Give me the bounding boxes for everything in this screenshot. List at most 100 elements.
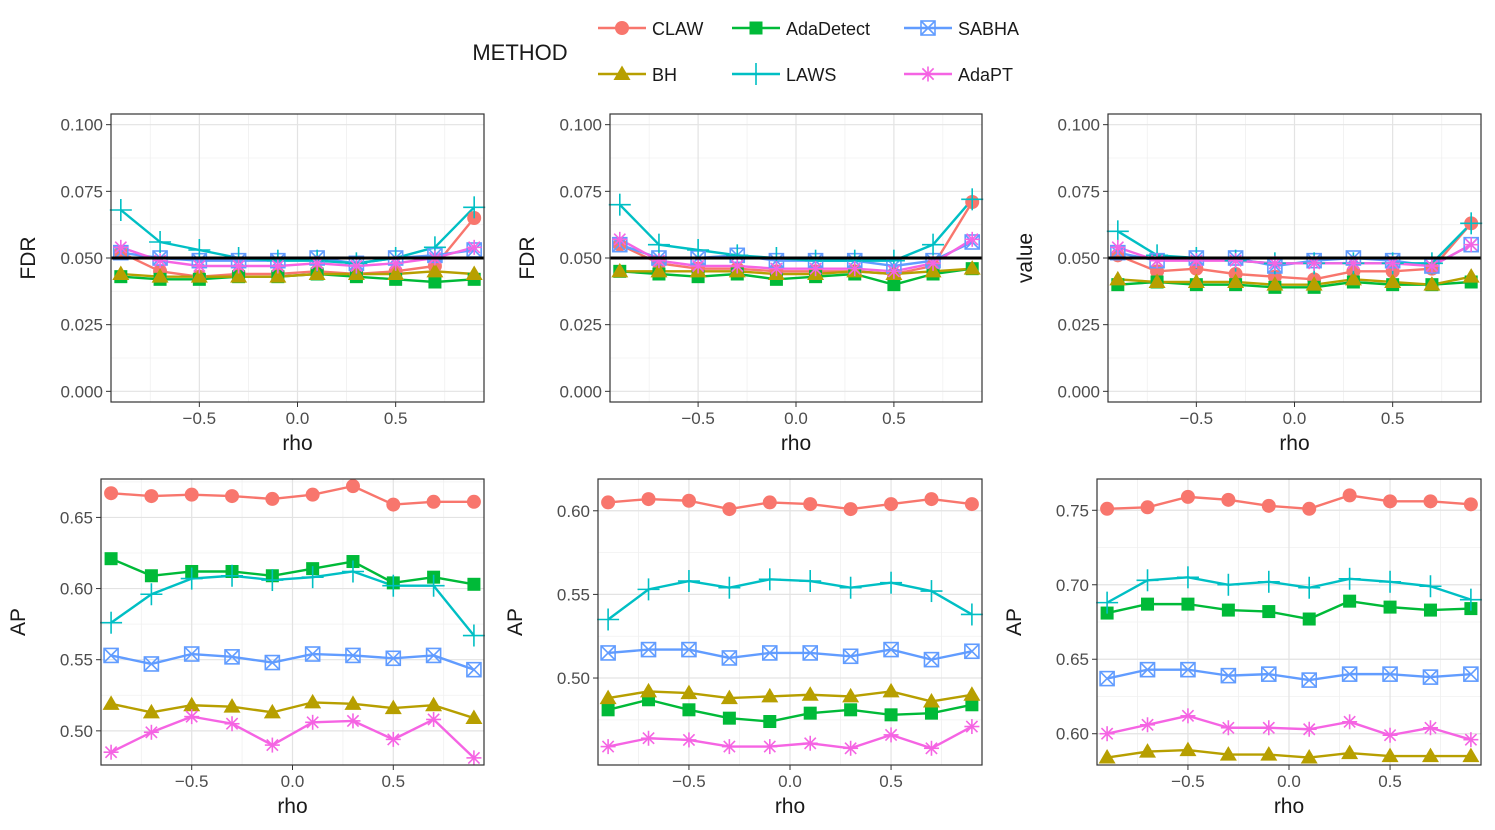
data-point-laws bbox=[1217, 573, 1240, 596]
data-point-claw bbox=[601, 495, 616, 510]
data-point-bh bbox=[304, 693, 322, 709]
legend-key-claw bbox=[598, 21, 646, 35]
data-point-claw bbox=[843, 502, 858, 517]
data-point-laws bbox=[718, 576, 741, 599]
data-point-bh bbox=[1421, 747, 1439, 763]
series-points-sabha bbox=[600, 641, 980, 668]
data-point-adapt bbox=[224, 716, 240, 732]
y-tick-label: 0.60 bbox=[1056, 725, 1089, 744]
data-point-claw bbox=[924, 492, 939, 507]
series-line-sabha bbox=[1106, 668, 1471, 682]
series-line-adadetect bbox=[1106, 599, 1471, 621]
data-point-laws bbox=[597, 608, 620, 631]
data-point-bh bbox=[599, 689, 617, 705]
data-point-bh bbox=[1139, 743, 1157, 758]
y-tick-label: 0.100 bbox=[559, 116, 602, 135]
panel-6: 0.60 0.65 0.70 0.75 −0.5 0.0 0.5 rho AP bbox=[1003, 478, 1482, 818]
legend-key-sabha bbox=[904, 20, 952, 36]
data-point-bh bbox=[142, 703, 160, 719]
x-tick-label: −0.5 bbox=[183, 409, 217, 428]
y-tick-label: 0.100 bbox=[60, 116, 103, 135]
x-tick-label: 0.5 bbox=[384, 409, 408, 428]
series-points-adapt bbox=[600, 719, 980, 756]
x-tick-label: 0.0 bbox=[286, 409, 310, 428]
data-point-adapt bbox=[309, 255, 325, 271]
data-point-laws bbox=[462, 624, 485, 647]
x-tick-label: −0.5 bbox=[681, 409, 715, 428]
data-point-claw bbox=[1261, 498, 1276, 513]
data-point-adapt bbox=[1345, 255, 1361, 271]
data-point-laws bbox=[839, 576, 862, 599]
data-point-claw bbox=[345, 479, 360, 494]
data-point-adadetect bbox=[1343, 594, 1357, 608]
y-tick-label: 0.025 bbox=[1057, 316, 1100, 335]
data-point-sabha bbox=[761, 645, 778, 661]
data-point-bh bbox=[1227, 273, 1245, 288]
legend-marker-laws bbox=[745, 63, 767, 85]
panel-4: 0.50 0.55 0.60 0.65 −0.5 0.0 0.5 rho AP bbox=[7, 478, 485, 818]
y-tick-label: 0.55 bbox=[557, 585, 590, 604]
data-point-adapt bbox=[1422, 720, 1438, 736]
y-tick-label: 0.70 bbox=[1056, 576, 1089, 595]
series-points-bh bbox=[599, 682, 981, 708]
data-point-laws bbox=[1338, 567, 1361, 590]
data-point-adadetect bbox=[601, 703, 615, 717]
series-points-laws bbox=[100, 560, 485, 647]
data-point-sabha bbox=[304, 646, 321, 662]
data-point-bh bbox=[344, 695, 362, 710]
series-line-bh bbox=[607, 690, 973, 703]
data-point-claw bbox=[964, 497, 979, 512]
panel-border bbox=[1107, 113, 1482, 403]
data-point-laws bbox=[647, 233, 670, 256]
data-point-bh bbox=[801, 686, 819, 701]
data-point-adapt bbox=[964, 231, 980, 247]
data-point-laws bbox=[960, 603, 983, 626]
y-axis-title: AP bbox=[1003, 608, 1026, 636]
data-point-bh bbox=[1423, 276, 1441, 291]
legend-label-laws: LAWS bbox=[786, 65, 836, 85]
data-point-adapt bbox=[847, 261, 863, 277]
data-point-claw bbox=[1221, 492, 1236, 507]
data-point-bh bbox=[1179, 741, 1197, 757]
data-point-laws bbox=[1096, 591, 1119, 614]
data-point-sabha bbox=[385, 650, 402, 667]
data-point-laws bbox=[341, 560, 364, 583]
data-point-laws bbox=[301, 566, 324, 589]
data-point-adapt bbox=[964, 719, 980, 735]
data-point-bh bbox=[263, 703, 281, 719]
legend: METHOD CLAW AdaDetect SABHA BH LAWS AdaP… bbox=[472, 19, 1019, 85]
data-point-bh bbox=[1305, 276, 1323, 291]
data-point-adapt bbox=[1110, 239, 1126, 255]
data-point-laws bbox=[1379, 570, 1402, 593]
data-point-sabha bbox=[640, 641, 657, 658]
data-point-bh bbox=[1109, 270, 1127, 286]
data-point-sabha bbox=[345, 647, 361, 664]
data-point-adapt bbox=[1301, 721, 1317, 737]
x-tick-label: 0.0 bbox=[784, 409, 808, 428]
data-point-bh bbox=[425, 696, 443, 712]
data-point-adapt bbox=[270, 258, 286, 274]
data-point-adadetect bbox=[428, 275, 442, 289]
legend-key-bh bbox=[598, 65, 646, 80]
series-line-laws bbox=[120, 206, 476, 265]
data-point-bh bbox=[230, 268, 248, 283]
data-point-bh bbox=[842, 687, 860, 703]
data-point-laws bbox=[799, 570, 822, 593]
data-point-laws bbox=[758, 568, 781, 591]
data-point-adapt bbox=[1188, 253, 1204, 269]
data-point-bh bbox=[882, 682, 900, 698]
x-axis-title: rho bbox=[1279, 432, 1309, 455]
data-point-adapt bbox=[348, 258, 364, 274]
data-point-adapt bbox=[426, 711, 442, 727]
legend-key-laws bbox=[732, 63, 780, 85]
data-point-adapt bbox=[762, 739, 778, 755]
data-point-bh bbox=[963, 260, 981, 275]
data-point-adapt bbox=[264, 737, 280, 753]
legend-item-claw: CLAW bbox=[598, 19, 703, 39]
series-points-claw bbox=[1100, 488, 1478, 516]
data-point-sabha bbox=[1099, 670, 1115, 687]
x-tick-label: 0.0 bbox=[778, 772, 802, 791]
data-point-adadetect bbox=[1221, 603, 1235, 617]
legend-label-adapt: AdaPT bbox=[958, 65, 1013, 85]
legend-label-adadetect: AdaDetect bbox=[786, 19, 870, 39]
